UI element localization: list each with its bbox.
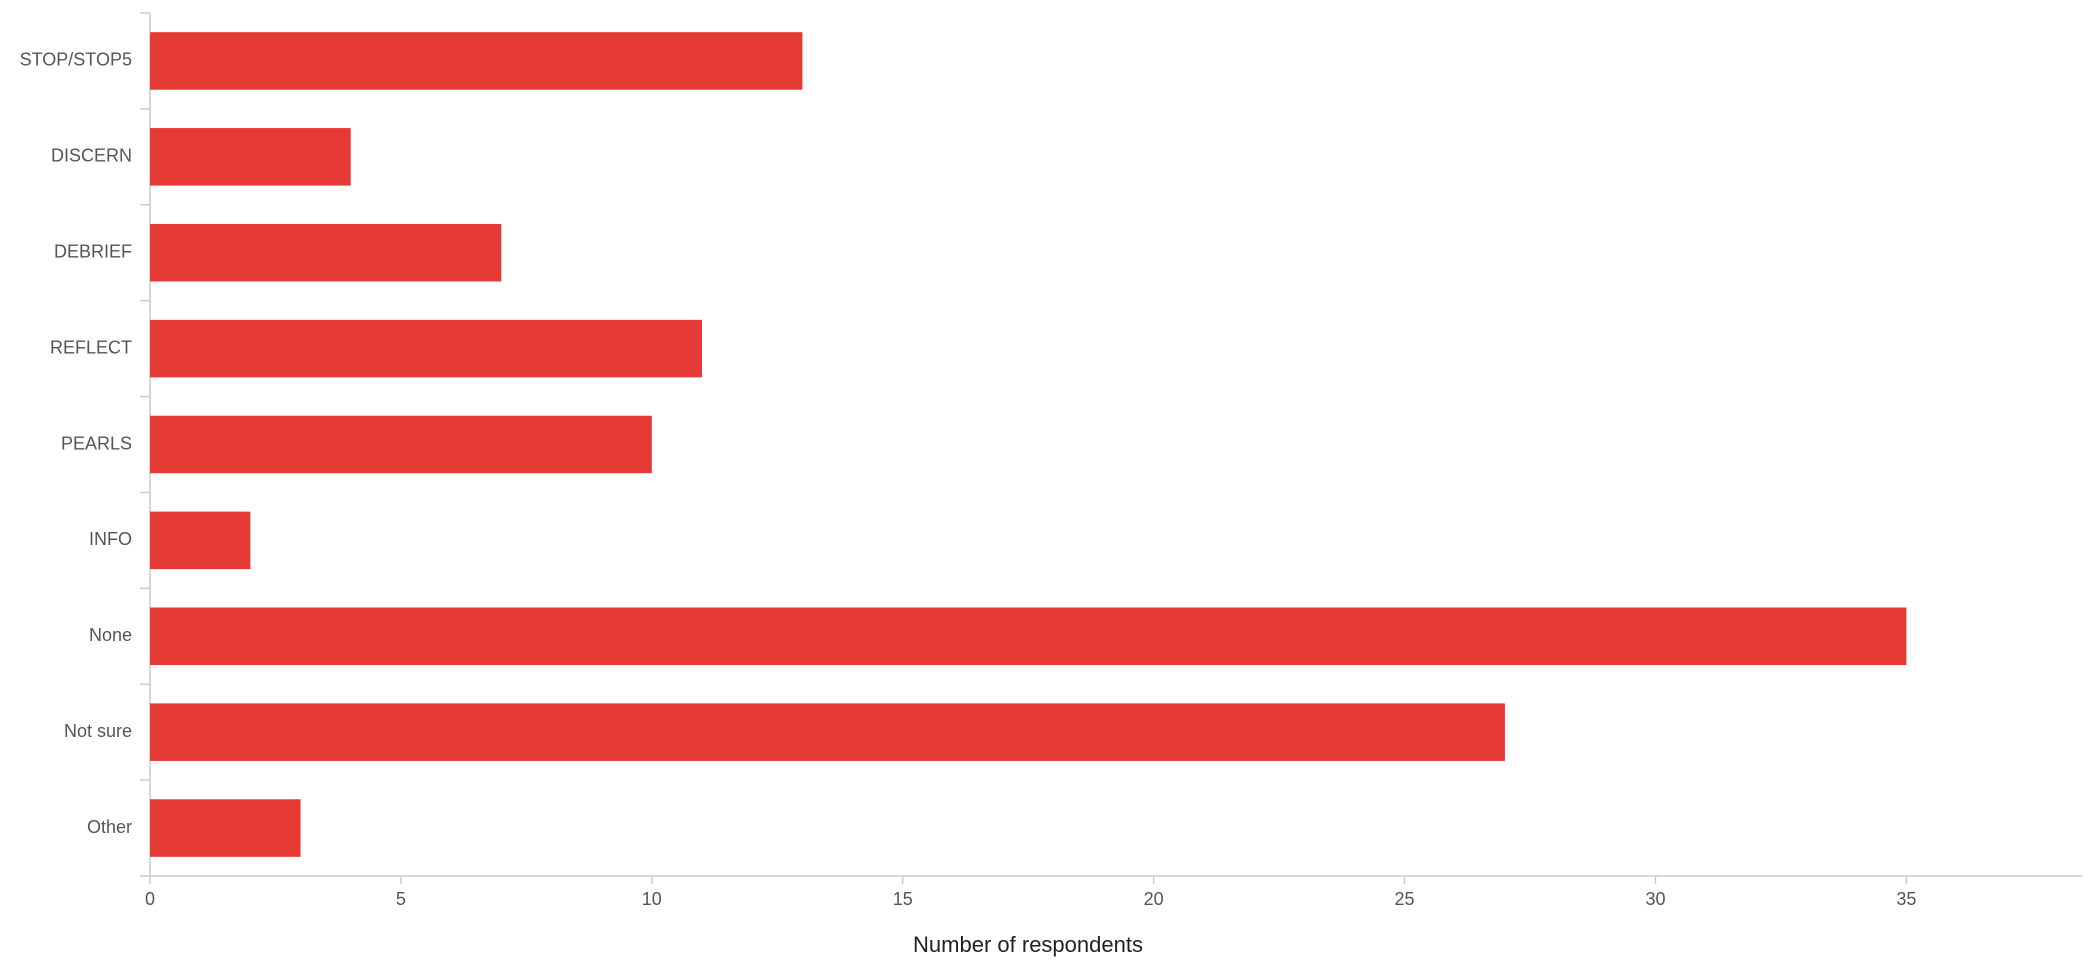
y-tick-label: DISCERN: [51, 146, 132, 166]
bar: [150, 32, 803, 90]
y-tick-label: INFO: [89, 529, 132, 549]
y-tick-label: DEBRIEF: [54, 241, 132, 261]
y-tick-label: Not sure: [64, 721, 132, 741]
bar: [150, 607, 1907, 666]
x-tick-label: 5: [396, 889, 406, 909]
y-tick-label: PEARLS: [61, 433, 132, 453]
x-axis-label: Number of respondents: [913, 932, 1143, 957]
bar: [150, 511, 251, 570]
x-tick-label: 25: [1395, 889, 1415, 909]
y-tick-label: Other: [87, 817, 132, 837]
x-tick-label: 35: [1896, 889, 1916, 909]
y-tick-label: STOP/STOP5: [20, 50, 132, 70]
bar: [150, 703, 1505, 761]
x-tick-label: 15: [893, 889, 913, 909]
bar: [150, 223, 502, 282]
x-tick-label: 0: [145, 889, 155, 909]
bar: [150, 415, 652, 474]
x-tick-label: 30: [1645, 889, 1665, 909]
y-tick-label: REFLECT: [50, 337, 132, 357]
y-tick-label: None: [89, 625, 132, 645]
x-tick-label: 20: [1144, 889, 1164, 909]
bar: [150, 319, 702, 378]
bar: [150, 128, 351, 186]
bar: [150, 799, 301, 857]
x-tick-label: 10: [642, 889, 662, 909]
